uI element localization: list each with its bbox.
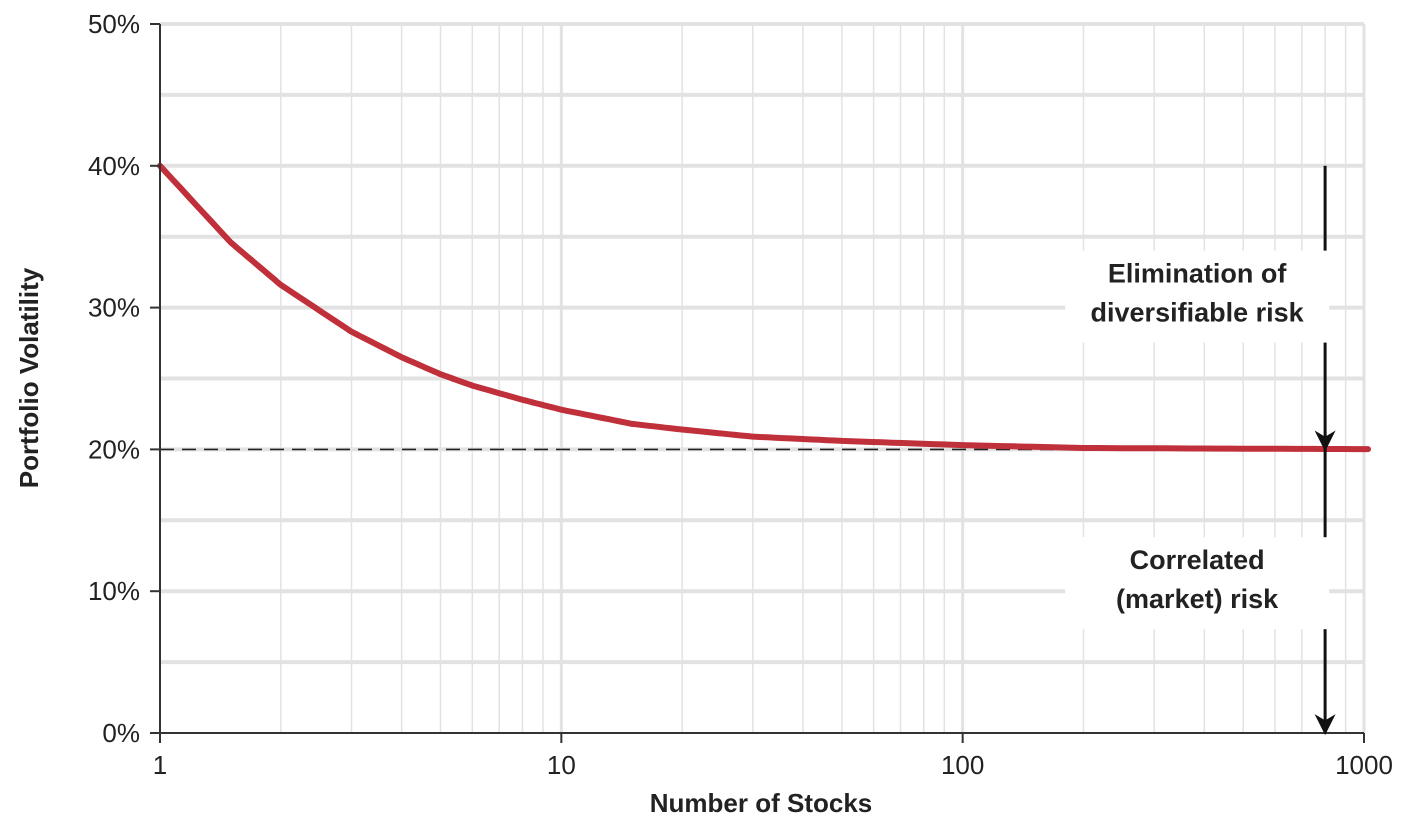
y-tick-label: 50%	[88, 9, 140, 39]
annotation-label-line: Correlated	[1130, 545, 1265, 575]
y-tick-label: 10%	[88, 576, 140, 606]
annotation-label-line: diversifiable risk	[1091, 298, 1305, 328]
annotation-label-line: Elimination of	[1108, 259, 1288, 289]
x-tick-label: 10	[547, 750, 576, 780]
x-tick-label: 1000	[1335, 750, 1393, 780]
volatility-line	[157, 162, 1371, 453]
x-tick-label: 100	[941, 750, 984, 780]
y-tick-label: 30%	[88, 293, 140, 323]
annotation-label-bg	[1065, 537, 1330, 630]
x-axis-title: Number of Stocks	[650, 788, 873, 818]
annotations: Elimination of diversifiable risk Correlat…	[1065, 165, 1336, 736]
x-tick-label: 1	[153, 750, 167, 780]
annotation-label-bg	[1065, 250, 1330, 343]
y-axis-title: Portfolio Volatility	[14, 267, 44, 488]
y-tick-labels: 0% 10% 20% 30% 40% 50%	[88, 9, 140, 748]
x-tick-labels: 1 10 100 1000	[153, 750, 1393, 780]
axes	[150, 23, 1365, 743]
y-tick-label: 20%	[88, 434, 140, 464]
series-layer	[157, 162, 1371, 453]
y-tick-label: 40%	[88, 151, 140, 181]
annotation-label-line: (market) risk	[1116, 584, 1279, 614]
y-tick-label: 0%	[102, 718, 140, 748]
